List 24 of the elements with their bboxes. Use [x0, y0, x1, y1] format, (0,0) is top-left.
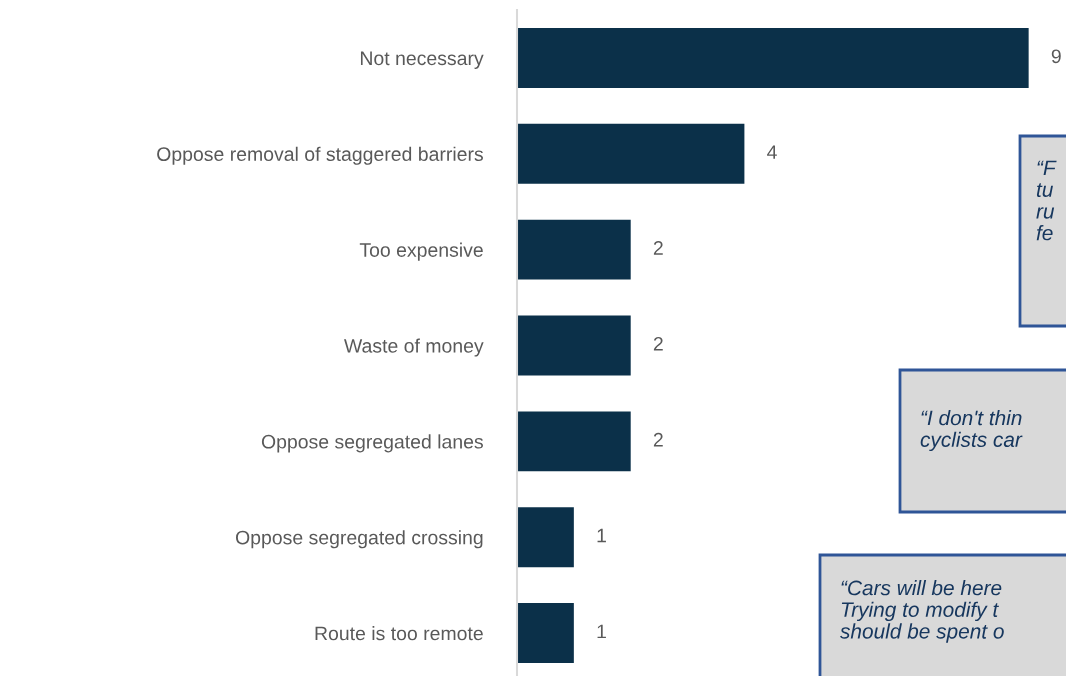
data-label: 2: [653, 432, 663, 447]
bar: [517, 123, 745, 184]
bar: [517, 603, 574, 664]
data-label: 4: [767, 145, 777, 159]
data-label: 9: [1051, 49, 1061, 64]
data-label: 2: [653, 336, 663, 351]
text: “F tu ru fe: [1036, 160, 1057, 241]
data-label: 1: [597, 528, 606, 543]
bar: [517, 315, 631, 376]
annotation: “I don't thin cyclists car: [920, 410, 1023, 452]
y-tick-label: Route is too remote: [315, 626, 483, 641]
y-tick-label: Oppose segregated lanes: [261, 434, 483, 453]
bar: [517, 411, 631, 472]
y-tick-label: Waste of money: [344, 338, 484, 357]
y-tick-label: Oppose segregated crossing: [236, 530, 483, 549]
y-tick-label: Oppose removal of staggered barriers: [157, 146, 483, 165]
y-tick-label: Not necessary: [360, 51, 484, 70]
bar: [517, 27, 1029, 88]
bar: [517, 507, 574, 568]
data-label: 2: [653, 241, 663, 255]
annotation: “Cars will be here Trying to modify t should be spent o: [840, 580, 1004, 643]
bar: [517, 219, 631, 280]
y-tick-label: Too expensive: [359, 242, 483, 261]
data-label: 1: [597, 624, 606, 639]
